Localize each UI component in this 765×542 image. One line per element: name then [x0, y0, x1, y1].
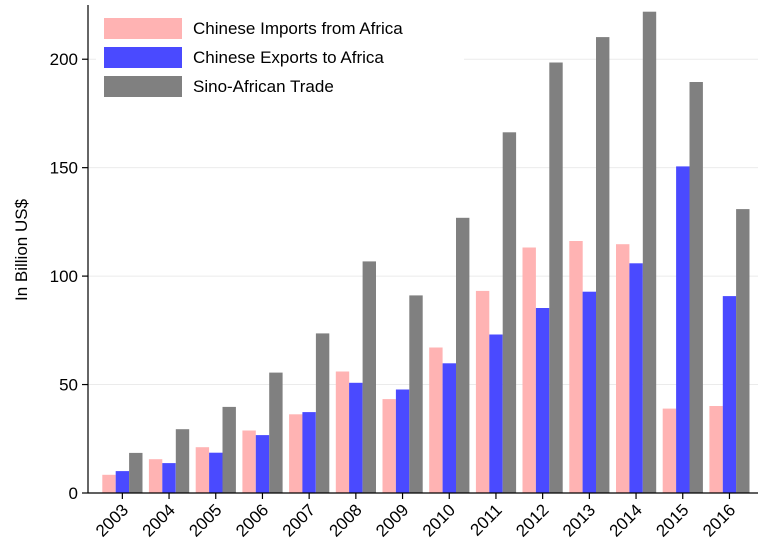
y-tick-label-50: 50	[59, 376, 78, 395]
legend-label-1: Chinese Exports to Africa	[193, 48, 384, 67]
bar-2014-series-1	[629, 263, 643, 493]
bar-2012-series-0	[522, 247, 536, 493]
x-tick-label-2012: 2012	[512, 500, 552, 540]
bar-2011-series-1	[489, 334, 503, 493]
bar-2015-series-0	[662, 408, 677, 493]
bar-2012-series-1	[535, 308, 550, 493]
grid-lines	[88, 58, 758, 386]
x-tick-label-2008: 2008	[325, 500, 365, 540]
bar-2007-series-2	[315, 333, 330, 493]
bar-2009-series-1	[395, 389, 410, 493]
x-tick-label-2006: 2006	[232, 500, 272, 540]
bar-2004-series-0	[148, 459, 163, 493]
bar-2009-series-2	[409, 295, 423, 493]
y-axis-title: In Billion US$	[12, 198, 31, 301]
bar-2008-series-2	[362, 261, 376, 493]
x-tick-label-2007: 2007	[279, 500, 319, 540]
bar-2016-series-1	[722, 296, 737, 493]
bar-2015-series-2	[689, 82, 703, 493]
y-tick-label-100: 100	[50, 267, 78, 286]
bar-2003-series-1	[115, 471, 130, 493]
bar-2011-series-0	[475, 290, 490, 493]
legend-swatch-1	[104, 47, 182, 68]
x-ticks: 2003 2004 2005 2006 2007 2008 2009 2010 2011 2012…	[92, 493, 739, 541]
bar-2003-series-2	[129, 452, 143, 493]
legend-label-2: Sino-African Trade	[193, 77, 334, 96]
bar-2013-series-0	[569, 241, 583, 493]
bar-2003-series-0	[102, 474, 116, 493]
x-tick-label-2003: 2003	[92, 500, 132, 540]
bar-2010-series-2	[456, 217, 470, 494]
x-tick-label-2009: 2009	[372, 500, 412, 540]
bar-2011-series-2	[502, 132, 517, 494]
bar-2005-series-1	[209, 452, 223, 493]
x-tick-label-2004: 2004	[139, 500, 179, 540]
bar-2012-series-2	[549, 62, 563, 493]
x-tick-label-2015: 2015	[652, 500, 692, 540]
bar-2010-series-1	[442, 363, 456, 493]
axes	[87, 5, 758, 494]
bar-2008-series-1	[349, 382, 363, 493]
bar-2016-series-0	[709, 406, 723, 493]
bar-2010-series-0	[429, 347, 443, 493]
bar-2013-series-2	[596, 37, 610, 493]
bars	[102, 11, 750, 494]
x-tick-label-2013: 2013	[559, 500, 599, 540]
legend-swatch-2	[104, 76, 182, 97]
bar-2004-series-2	[175, 429, 190, 493]
bar-2005-series-2	[222, 406, 236, 493]
y-tick-label-0: 0	[69, 484, 78, 503]
bar-2004-series-1	[162, 463, 176, 493]
x-tick-label-2011: 2011	[466, 500, 505, 539]
y-tick-label-200: 200	[50, 50, 78, 69]
legend-label-0: Chinese Imports from Africa	[193, 19, 403, 38]
bar-2016-series-2	[736, 209, 750, 493]
x-tick-label-2010: 2010	[419, 500, 459, 540]
x-tick-label-2016: 2016	[699, 500, 739, 540]
x-tick-label-2014: 2014	[606, 500, 646, 540]
bar-2014-series-0	[616, 244, 630, 493]
bar-2006-series-0	[242, 430, 256, 493]
bar-2014-series-2	[642, 11, 657, 493]
bar-2005-series-0	[195, 447, 210, 493]
legend-swatch-0	[104, 18, 182, 39]
x-tick-label-2005: 2005	[185, 500, 225, 540]
bar-2013-series-1	[582, 291, 596, 493]
bar-2007-series-0	[289, 414, 303, 493]
bar-2007-series-1	[302, 412, 316, 493]
y-ticks: 0 50 100 150 200	[50, 50, 88, 503]
bar-2008-series-0	[335, 371, 350, 493]
legend: Chinese Imports from Africa Chinese Expor…	[96, 10, 464, 106]
bar-2006-series-1	[255, 435, 270, 493]
bar-2009-series-0	[382, 399, 396, 493]
y-tick-label-150: 150	[50, 159, 78, 178]
bar-2015-series-1	[676, 166, 690, 493]
bar-2006-series-2	[269, 372, 283, 493]
